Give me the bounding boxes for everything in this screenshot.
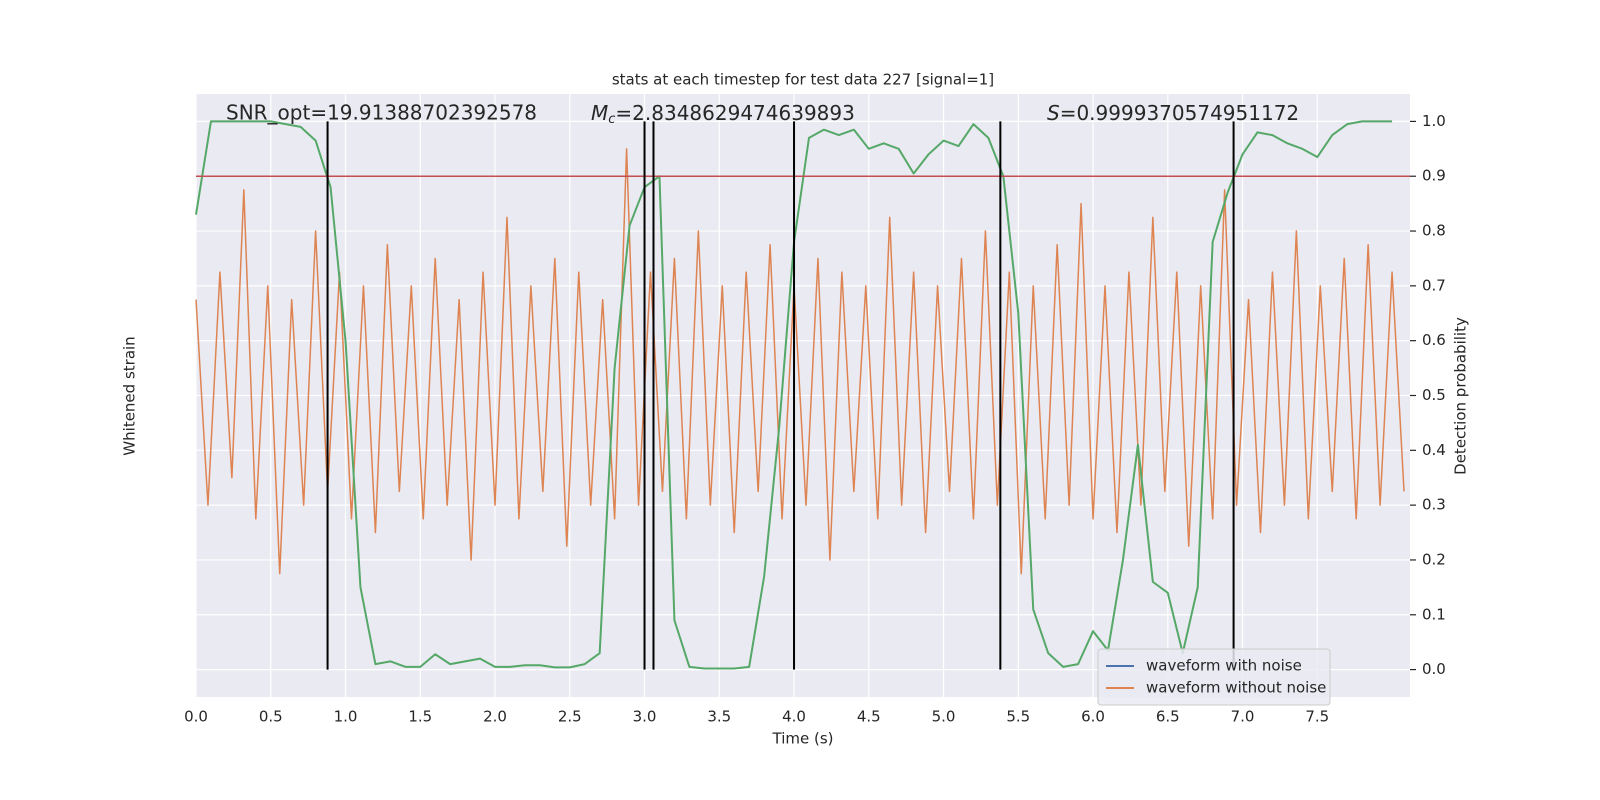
x-tick-label: 6.5 <box>1156 708 1180 726</box>
labels: stats at each timestep for test data 227… <box>121 71 1470 748</box>
x-tick-label: 3.5 <box>707 708 731 726</box>
x-axis-label: Time (s) <box>772 730 834 748</box>
y2-tick-label: 0.5 <box>1422 386 1446 404</box>
x-tick-label: 5.5 <box>1006 708 1030 726</box>
y2-tick-label: 0.4 <box>1422 441 1446 459</box>
legend: waveform with noise waveform without nois… <box>1097 648 1331 706</box>
annotation-symbol: M <box>591 101 608 125</box>
annotation-text: =2.8348629474639893 <box>615 101 854 125</box>
x-tick-label: 2.5 <box>558 708 582 726</box>
x-tick-label: 0.0 <box>184 708 208 726</box>
x-tick-label: 7.0 <box>1231 708 1255 726</box>
x-tick-label: 7.5 <box>1305 708 1329 726</box>
y2-tick-label: 0.1 <box>1422 605 1446 623</box>
legend-label: waveform with noise <box>1146 657 1302 675</box>
y2-tick-label: 0.8 <box>1422 222 1446 240</box>
y-axis-label: Whitened strain <box>121 336 139 455</box>
x-tick-label: 0.5 <box>259 708 283 726</box>
y2-tick-label: 1.0 <box>1422 112 1446 130</box>
y2-tick-label: 0.7 <box>1422 276 1446 294</box>
x-tick-label: 4.5 <box>857 708 881 726</box>
marks <box>195 120 1410 670</box>
x-tick-label: 2.0 <box>483 708 507 726</box>
series-line <box>195 148 1405 575</box>
y2-tick-label: 0.6 <box>1422 331 1446 349</box>
x-tick-label: 1.5 <box>408 708 432 726</box>
y2-axis-label: Detection probability <box>1452 317 1470 475</box>
x-tick-label: 3.0 <box>633 708 657 726</box>
annotation: Mc=2.8348629474639893 <box>591 101 855 127</box>
legend-label: waveform without noise <box>1146 679 1326 697</box>
y2-tick-label: 0.0 <box>1422 660 1446 678</box>
chart-title: stats at each timestep for test data 227… <box>612 71 994 89</box>
annotation: S=0.9999370574951172 <box>1047 101 1299 125</box>
x-tick-label: 4.0 <box>782 708 806 726</box>
legend-box <box>1097 648 1331 706</box>
y2-tick-label: 0.3 <box>1422 496 1446 514</box>
y2-tick-label: 0.2 <box>1422 550 1446 568</box>
annotation-text: =0.9999370574951172 <box>1060 101 1299 125</box>
annotation: SNR_opt=19.91388702392578 <box>226 101 537 125</box>
annotation-symbol: S <box>1047 101 1060 125</box>
x-tick-label: 1.0 <box>334 708 358 726</box>
x-tick-label: 5.0 <box>932 708 956 726</box>
annotation-subscript: c <box>608 112 615 127</box>
x-tick-label: 6.0 <box>1081 708 1105 726</box>
y2-tick-label: 0.9 <box>1422 167 1446 185</box>
